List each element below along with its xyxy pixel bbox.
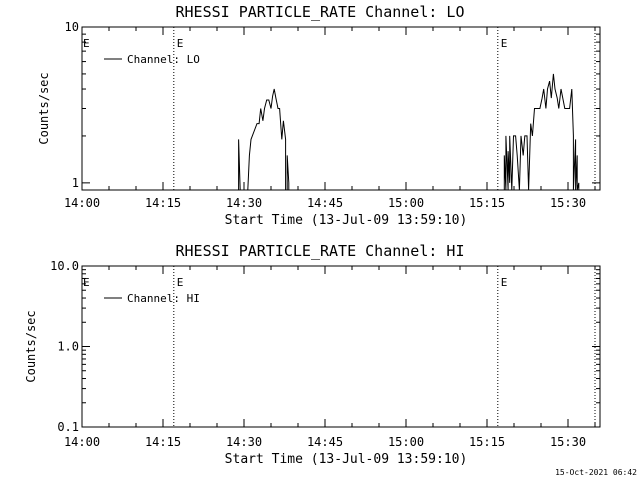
x-tick-label: 14:45 [307, 435, 343, 449]
x-tick-label: 14:00 [64, 435, 100, 449]
x-tick-label: 14:30 [226, 435, 262, 449]
x-tick-label: 15:00 [388, 435, 424, 449]
series-line [82, 73, 600, 190]
y-tick-label: 1 [72, 176, 79, 190]
event-label: E [501, 276, 508, 289]
x-tick-label: 14:30 [226, 196, 262, 210]
x-tick-label: 14:15 [145, 435, 181, 449]
panel-hi: RHESSI PARTICLE_RATE Channel: HI 14:00 14:… [24, 242, 601, 467]
y-tick-label: 10.0 [50, 259, 79, 273]
x-tick-label: 14:45 [307, 196, 343, 210]
event-label: E [177, 276, 184, 289]
x-tick-label: 15:30 [550, 196, 586, 210]
y-axis-label: Counts/sec [24, 310, 38, 382]
generation-timestamp: 15-Oct-2021 06:42 [555, 468, 637, 477]
x-tick-label: 15:00 [388, 196, 424, 210]
chart-title: RHESSI PARTICLE_RATE Channel: HI [176, 242, 465, 260]
event-label: E [177, 37, 184, 50]
legend-label: Channel: HI [127, 292, 200, 305]
y-tick-label: 10 [65, 20, 79, 34]
event-label: E [83, 37, 90, 50]
x-axis-label: Start Time (13-Jul-09 13:59:10) [225, 452, 468, 467]
x-tick-label: 15:30 [550, 435, 586, 449]
x-axis-label: Start Time (13-Jul-09 13:59:10) [225, 213, 468, 228]
event-label: E [501, 37, 508, 50]
chart-title: RHESSI PARTICLE_RATE Channel: LO [176, 3, 465, 21]
x-tick-label: 14:00 [64, 196, 100, 210]
y-tick-label: 0.1 [57, 420, 79, 434]
x-tick-label: 14:15 [145, 196, 181, 210]
y-axis-label: Counts/sec [37, 72, 51, 144]
x-tick-label: 15:15 [469, 435, 505, 449]
event-label: E [83, 276, 90, 289]
plot-frame [81, 26, 601, 191]
y-tick-label: 1.0 [57, 340, 79, 354]
legend-label: Channel: LO [127, 53, 200, 66]
x-tick-label: 15:15 [469, 196, 505, 210]
plot-frame [81, 265, 601, 428]
panel-lo: RHESSI PARTICLE_RATE Channel: LO 14:00 14:… [37, 3, 601, 228]
